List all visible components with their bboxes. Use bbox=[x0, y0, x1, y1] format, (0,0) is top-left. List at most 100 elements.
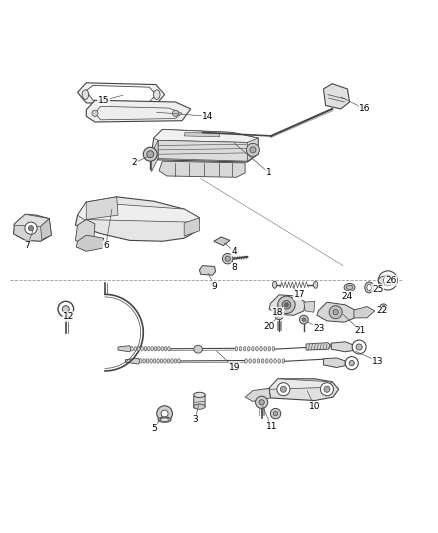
Ellipse shape bbox=[268, 346, 271, 351]
Polygon shape bbox=[76, 235, 104, 251]
Polygon shape bbox=[269, 295, 305, 315]
Polygon shape bbox=[154, 130, 258, 142]
Text: 5: 5 bbox=[151, 424, 157, 433]
Ellipse shape bbox=[153, 90, 160, 99]
Circle shape bbox=[383, 275, 393, 286]
Ellipse shape bbox=[278, 359, 281, 363]
Ellipse shape bbox=[272, 281, 277, 288]
Text: 1: 1 bbox=[266, 168, 272, 177]
Ellipse shape bbox=[160, 418, 169, 422]
Ellipse shape bbox=[378, 276, 397, 285]
Circle shape bbox=[157, 406, 173, 422]
Ellipse shape bbox=[282, 359, 285, 363]
Circle shape bbox=[273, 411, 278, 416]
Circle shape bbox=[58, 301, 74, 317]
Circle shape bbox=[161, 410, 168, 417]
Polygon shape bbox=[152, 130, 258, 162]
Circle shape bbox=[25, 222, 37, 235]
Ellipse shape bbox=[272, 346, 275, 351]
Ellipse shape bbox=[153, 359, 156, 363]
Polygon shape bbox=[184, 218, 199, 236]
Ellipse shape bbox=[146, 359, 149, 363]
Polygon shape bbox=[95, 202, 127, 219]
Ellipse shape bbox=[139, 359, 142, 363]
Ellipse shape bbox=[161, 346, 163, 351]
Ellipse shape bbox=[150, 359, 152, 363]
Ellipse shape bbox=[314, 281, 318, 288]
Polygon shape bbox=[102, 202, 115, 220]
Text: 16: 16 bbox=[359, 104, 371, 114]
Circle shape bbox=[345, 357, 358, 370]
Ellipse shape bbox=[174, 359, 177, 363]
Ellipse shape bbox=[344, 284, 355, 292]
Ellipse shape bbox=[265, 359, 268, 363]
Text: 9: 9 bbox=[212, 281, 218, 290]
Text: 24: 24 bbox=[342, 292, 353, 301]
Ellipse shape bbox=[158, 346, 160, 351]
Circle shape bbox=[356, 344, 362, 350]
Ellipse shape bbox=[261, 359, 264, 363]
Circle shape bbox=[302, 318, 306, 321]
Ellipse shape bbox=[158, 417, 171, 422]
Polygon shape bbox=[158, 140, 250, 161]
Ellipse shape bbox=[143, 359, 145, 363]
Polygon shape bbox=[14, 214, 51, 241]
Circle shape bbox=[147, 151, 154, 158]
Ellipse shape bbox=[138, 346, 140, 351]
Polygon shape bbox=[78, 202, 199, 222]
Circle shape bbox=[324, 386, 330, 392]
Polygon shape bbox=[152, 140, 158, 172]
Polygon shape bbox=[75, 220, 95, 246]
Polygon shape bbox=[317, 302, 355, 322]
Ellipse shape bbox=[194, 345, 202, 353]
Circle shape bbox=[28, 225, 34, 231]
Text: 23: 23 bbox=[314, 324, 325, 333]
Ellipse shape bbox=[151, 346, 153, 351]
Circle shape bbox=[329, 305, 342, 319]
Polygon shape bbox=[78, 83, 165, 104]
Circle shape bbox=[285, 303, 288, 306]
Polygon shape bbox=[41, 219, 51, 239]
Polygon shape bbox=[331, 342, 353, 352]
Polygon shape bbox=[199, 265, 215, 275]
Circle shape bbox=[384, 276, 392, 285]
Ellipse shape bbox=[264, 346, 266, 351]
Circle shape bbox=[275, 311, 283, 320]
Circle shape bbox=[92, 110, 98, 116]
Circle shape bbox=[278, 296, 295, 313]
Circle shape bbox=[270, 408, 281, 419]
Text: 4: 4 bbox=[231, 247, 237, 256]
Text: 25: 25 bbox=[372, 285, 384, 294]
Text: 14: 14 bbox=[202, 112, 214, 121]
Text: 12: 12 bbox=[63, 312, 74, 321]
Polygon shape bbox=[75, 197, 199, 241]
Text: 15: 15 bbox=[98, 96, 110, 105]
Ellipse shape bbox=[144, 346, 147, 351]
Circle shape bbox=[333, 310, 338, 315]
Polygon shape bbox=[118, 346, 131, 352]
Ellipse shape bbox=[164, 359, 166, 363]
Circle shape bbox=[300, 315, 308, 324]
Polygon shape bbox=[194, 395, 205, 408]
Circle shape bbox=[255, 396, 268, 408]
Polygon shape bbox=[323, 84, 350, 109]
Ellipse shape bbox=[251, 346, 254, 351]
Polygon shape bbox=[354, 306, 375, 318]
Polygon shape bbox=[323, 358, 345, 367]
Ellipse shape bbox=[249, 359, 251, 363]
Polygon shape bbox=[245, 389, 270, 401]
Circle shape bbox=[277, 383, 290, 396]
Ellipse shape bbox=[134, 346, 137, 351]
Polygon shape bbox=[304, 301, 315, 312]
Polygon shape bbox=[14, 214, 49, 227]
Polygon shape bbox=[269, 379, 332, 389]
Ellipse shape bbox=[157, 359, 159, 363]
Text: 10: 10 bbox=[309, 402, 321, 411]
Ellipse shape bbox=[380, 304, 387, 309]
Circle shape bbox=[250, 147, 256, 153]
Circle shape bbox=[223, 254, 233, 264]
Text: 11: 11 bbox=[265, 422, 277, 431]
Circle shape bbox=[225, 256, 230, 261]
Ellipse shape bbox=[270, 359, 272, 363]
Ellipse shape bbox=[167, 359, 170, 363]
